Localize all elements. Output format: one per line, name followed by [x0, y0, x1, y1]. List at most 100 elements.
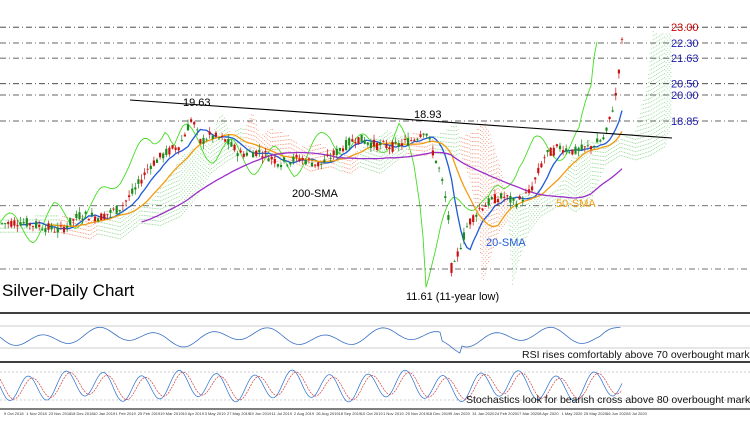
cloud-dot	[134, 218, 136, 220]
cloud-dot	[80, 236, 81, 238]
cloud-dot	[484, 138, 486, 140]
cloud-dot	[267, 138, 269, 140]
cloud-dot	[278, 132, 280, 134]
cloud-dot	[110, 228, 112, 230]
cloud-dot	[411, 137, 413, 138]
cloud-dot	[131, 209, 133, 211]
cloud-dot	[230, 138, 232, 139]
candle-body	[31, 226, 35, 227]
cloud-dot	[94, 226, 96, 228]
cloud-dot	[489, 244, 491, 246]
cloud-dot	[272, 141, 273, 143]
cloud-dot	[168, 221, 169, 223]
cloud-dot	[473, 145, 475, 147]
cloud-dot	[664, 81, 665, 83]
cloud-dot	[36, 219, 38, 221]
cloud-dot	[652, 124, 654, 126]
cloud-dot	[657, 146, 659, 148]
cloud-dot	[363, 167, 365, 169]
cloud-dot	[449, 133, 451, 135]
cloud-dot	[195, 181, 197, 183]
cloud-dot	[406, 148, 408, 150]
cloud-dot	[587, 189, 589, 191]
cloud-dot	[660, 71, 662, 72]
cloud-dot	[195, 156, 197, 158]
cloud-dot	[435, 140, 437, 142]
cloud-dot	[481, 269, 483, 271]
cloud-dot	[171, 183, 173, 185]
cloud-dot	[222, 114, 224, 116]
cloud-dot	[468, 172, 470, 174]
cloud-dot	[188, 184, 190, 186]
cloud-dot	[606, 159, 608, 160]
cloud-dot	[648, 110, 649, 112]
cloud-dot	[659, 96, 661, 98]
cloud-dot	[587, 194, 589, 195]
cloud-dot	[171, 207, 173, 209]
x-tick-label: 25 Feb 2019	[138, 411, 161, 416]
cloud-dot	[521, 242, 523, 244]
cloud-dot	[579, 208, 581, 210]
cloud-dot	[484, 147, 486, 148]
cloud-dot	[656, 37, 657, 39]
cloud-dot	[438, 144, 440, 146]
cloud-dot	[481, 167, 483, 169]
cloud-dot	[164, 194, 166, 196]
cloud-dot	[598, 151, 600, 153]
cloud-dot	[467, 155, 469, 157]
cloud-dot	[155, 208, 157, 210]
cloud-dot	[614, 158, 616, 160]
cloud-dot	[169, 188, 171, 189]
cloud-dot	[494, 173, 496, 175]
cloud-dot	[240, 132, 241, 134]
cloud-dot	[321, 147, 323, 149]
cloud-dot	[12, 231, 14, 233]
cloud-dot	[108, 223, 110, 225]
candle-body	[298, 158, 301, 161]
cloud-dot	[521, 193, 523, 195]
cloud-dot	[468, 147, 470, 149]
cloud-dot	[649, 98, 651, 99]
cloud-dot	[542, 206, 544, 208]
cloud-dot	[651, 117, 653, 119]
cloud-dot	[569, 191, 571, 193]
cloud-dot	[483, 161, 485, 163]
cloud-dot	[484, 273, 486, 275]
cloud-dot	[240, 140, 241, 142]
cloud-dot	[576, 153, 577, 155]
cloud-dot	[96, 229, 97, 231]
cloud-dot	[184, 211, 185, 212]
cloud-dot	[273, 153, 275, 155]
cloud-dot	[257, 150, 259, 152]
cloud-dot	[590, 170, 592, 172]
cloud-dot	[448, 133, 449, 135]
cloud-dot	[593, 150, 595, 152]
cloud-dot	[508, 220, 510, 222]
cloud-dot	[142, 222, 144, 224]
cloud-dot	[270, 145, 272, 147]
cloud-dot	[569, 203, 571, 205]
cloud-dot	[484, 212, 486, 214]
candle-body	[270, 156, 273, 160]
cloud-dot	[588, 200, 590, 202]
cloud-dot	[652, 35, 654, 37]
cloud-dot	[572, 165, 574, 167]
cloud-dot	[166, 222, 168, 223]
cloud-dot	[332, 154, 334, 156]
cloud-dot	[488, 236, 489, 238]
cloud-dot	[94, 235, 96, 236]
cloud-dot	[260, 137, 262, 138]
cloud-dot	[225, 124, 227, 126]
candle-body	[574, 146, 577, 154]
cloud-dot	[649, 102, 651, 104]
cloud-dot	[206, 166, 208, 168]
cloud-dot	[270, 149, 272, 151]
cloud-dot	[571, 196, 573, 198]
cloud-dot	[366, 164, 368, 166]
cloud-dot	[651, 133, 653, 135]
cloud-dot	[340, 166, 342, 168]
cloud-dot	[588, 156, 590, 158]
cloud-dot	[488, 139, 489, 140]
cloud-dot	[169, 208, 171, 210]
cloud-dot	[451, 130, 453, 131]
